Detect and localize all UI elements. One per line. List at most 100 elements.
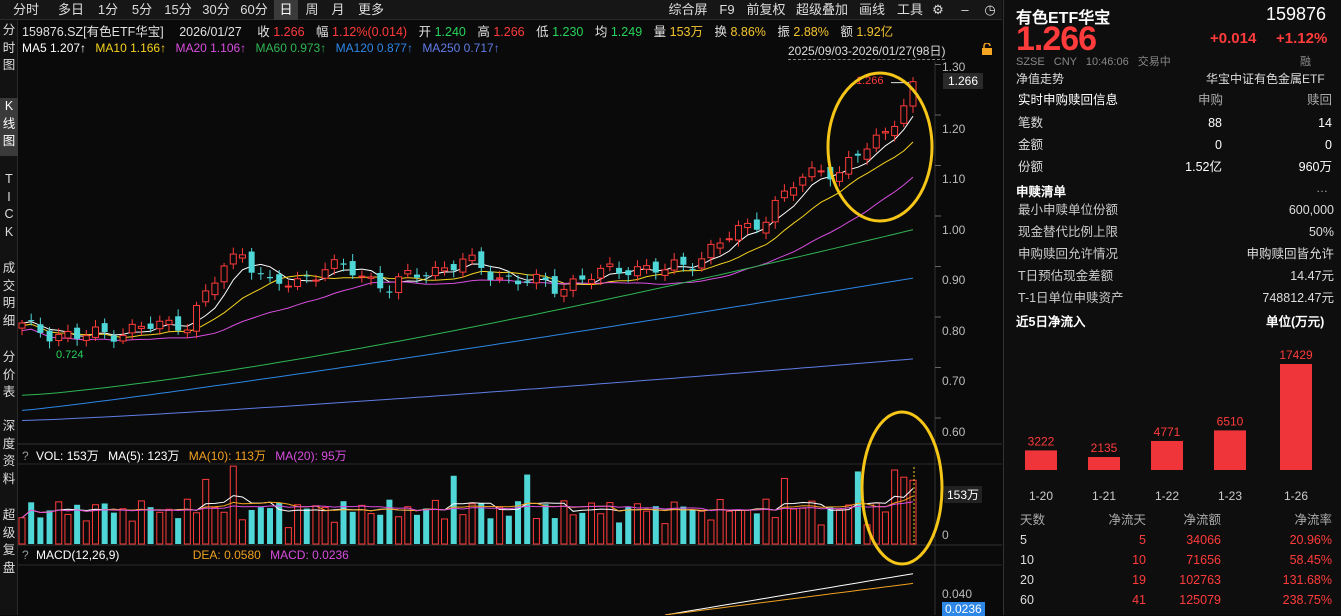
tool-tab-3[interactable]: 超级叠加 <box>795 2 848 17</box>
period-tab-0[interactable]: 分时 <box>12 2 39 17</box>
price-tick-6: 0.70 <box>942 374 966 388</box>
period-tab-6[interactable]: 60分 <box>240 2 268 17</box>
period-tab-8[interactable]: 周 <box>305 2 319 17</box>
volume-bar <box>551 518 558 544</box>
ma60-label: MA60 0.973↑ <box>255 41 327 55</box>
close-value: 1.266 <box>273 25 305 39</box>
tool-tab-4[interactable]: 画线 <box>858 2 885 17</box>
amount-value: 1.92亿 <box>856 25 894 39</box>
volume-bar <box>616 522 623 544</box>
candle-body <box>367 276 375 279</box>
security-name: 有色ETF华宝 <box>1016 10 1111 27</box>
tool-tab-2[interactable]: 前复权 <box>746 2 786 17</box>
volume-bar <box>661 523 669 545</box>
candle-body <box>377 272 384 289</box>
period-tab-4[interactable]: 15分 <box>164 2 192 17</box>
price-change-pct: +1.12% <box>1276 30 1328 47</box>
volume-bar <box>46 510 53 544</box>
help-icon[interactable]: ? <box>22 449 29 463</box>
nav-trend-link[interactable]: 净值走势 <box>1016 72 1065 84</box>
volume-bar <box>909 479 917 545</box>
volume-bar <box>423 508 430 544</box>
tool-tab-5[interactable]: 工具 <box>896 2 923 17</box>
inflow-cell: 34066 <box>1186 533 1221 547</box>
side-tab-1[interactable]: K 线 图 <box>0 98 18 156</box>
side-tab-3[interactable]: 成 交 明 细 <box>2 261 16 328</box>
side-tab-5[interactable]: 深 度 资 料 <box>2 419 16 486</box>
inflow-date: 1-21 <box>1092 489 1116 503</box>
period-tab-9[interactable]: 月 <box>331 2 345 17</box>
close-label: 收 <box>257 25 270 39</box>
volume-bar <box>891 469 899 545</box>
kline-chart-area[interactable] <box>18 62 1002 615</box>
inflow-table-row: 20 19 102763 131.68% <box>1016 569 1334 591</box>
inflow-bar <box>1280 364 1312 470</box>
period-tab-1[interactable]: 多日 <box>57 2 84 17</box>
side-tab-4[interactable]: 分 价 表 <box>2 350 16 399</box>
volume-bar <box>91 504 99 545</box>
candle-body <box>18 322 26 329</box>
side-tab-6[interactable]: 超 级 复 盘 <box>2 508 16 575</box>
pin-icon[interactable]: ◷ <box>984 2 996 17</box>
period-tab-7[interactable]: 日 <box>274 0 298 20</box>
candle-body <box>597 267 605 279</box>
volume-bar <box>431 499 439 545</box>
volume-bar <box>707 519 715 545</box>
period-tab-5[interactable]: 30分 <box>202 2 230 17</box>
last-price: 1.266 <box>1016 20 1097 58</box>
redeem-value: 748812.47元 <box>1262 291 1334 305</box>
volume-bar <box>128 520 136 545</box>
candle-body <box>762 221 770 234</box>
quote-time: 10:46:06 <box>1085 56 1129 68</box>
candle-body <box>175 316 182 331</box>
redeem-label: 申购赎回允许情况 <box>1018 247 1119 261</box>
volume-bar <box>790 508 798 545</box>
volume-bar <box>267 508 274 544</box>
volume-bar <box>367 513 375 545</box>
inflow-date: 1-23 <box>1218 489 1242 503</box>
volume-bar <box>441 518 449 545</box>
candle-body <box>854 153 861 156</box>
volume-bar <box>569 514 577 545</box>
minus-icon[interactable]: – <box>961 2 969 17</box>
side-tab-2[interactable]: T I C K <box>4 172 14 239</box>
candle-body <box>707 243 715 259</box>
inflow-value: 17429 <box>1279 348 1313 362</box>
change-label: 幅 <box>316 25 329 39</box>
volume-bar <box>900 476 908 545</box>
candle-body <box>808 167 816 178</box>
gear-icon[interactable]: ⚙ <box>932 2 944 17</box>
realtime-redeem: 960万 <box>1298 160 1332 174</box>
inflow-bar <box>1214 430 1246 470</box>
date: 2026/01/27 <box>179 25 242 39</box>
period-tab-2[interactable]: 1分 <box>97 2 119 17</box>
candle-body <box>220 265 228 283</box>
volume-ma20-line <box>21 501 914 519</box>
inflow-cell: 238.75% <box>1282 593 1332 607</box>
period-tab-3[interactable]: 5分 <box>131 2 153 17</box>
redeem-list-row: T-1日单位申赎资产 748812.47元 <box>1016 287 1334 309</box>
period-tab-10[interactable]: 更多 <box>357 2 384 17</box>
side-tab-0[interactable]: 分 时 图 <box>2 23 16 72</box>
volume-bar <box>689 510 696 544</box>
volume-bar <box>771 517 779 545</box>
realtime-row-label: 金额 <box>1018 138 1044 152</box>
inflow-title: 近5日净流入 <box>1016 315 1086 329</box>
candle-body <box>579 275 586 280</box>
redeem-list-title: 申赎清单 <box>1016 185 1067 199</box>
inflow-value: 3222 <box>1028 434 1055 448</box>
volume-bar <box>845 504 853 545</box>
volume-bar <box>229 465 237 545</box>
lock-icon[interactable] <box>980 42 994 55</box>
ma60-line <box>21 229 914 396</box>
candle-body <box>413 274 420 278</box>
price-tick-3: 1.00 <box>942 222 966 237</box>
tool-tab-0[interactable]: 综合屏 <box>668 2 708 17</box>
volume-bar <box>872 502 880 545</box>
volume-legend: ? VOL: 153万 MA(5): 123万 MA(10): 113万 MA(… <box>22 447 347 464</box>
tool-tab-1[interactable]: F9 <box>719 2 735 17</box>
candle-body <box>431 266 439 277</box>
more-icon[interactable]: … <box>1316 181 1328 195</box>
candle-body <box>698 258 706 269</box>
help-icon[interactable]: ? <box>22 548 29 562</box>
